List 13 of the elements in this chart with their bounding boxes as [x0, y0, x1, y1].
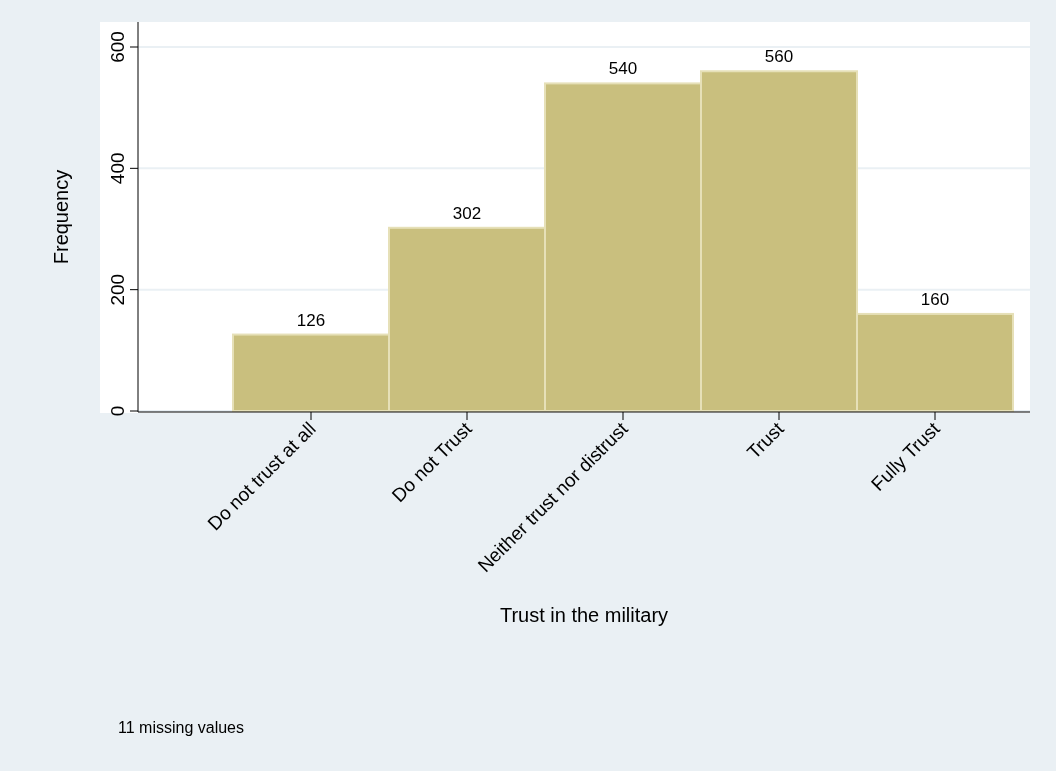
- y-tick-label: 400: [107, 152, 128, 185]
- x-tick-label: Do not trust at all: [203, 417, 320, 535]
- data-label: 160: [920, 289, 950, 309]
- y-axis-title: Frequency: [50, 169, 72, 265]
- data-label: 126: [296, 310, 326, 330]
- text: 11 missing values: [118, 719, 244, 736]
- x-axis-title: Trust in the military: [499, 604, 669, 626]
- y-tick-label: 600: [107, 31, 128, 63]
- y-tick-label: 0: [107, 405, 128, 417]
- data-label: 540: [608, 59, 638, 79]
- data-label: 302: [452, 203, 482, 223]
- data-label: 560: [764, 47, 794, 67]
- y-tick-label: 200: [107, 273, 128, 306]
